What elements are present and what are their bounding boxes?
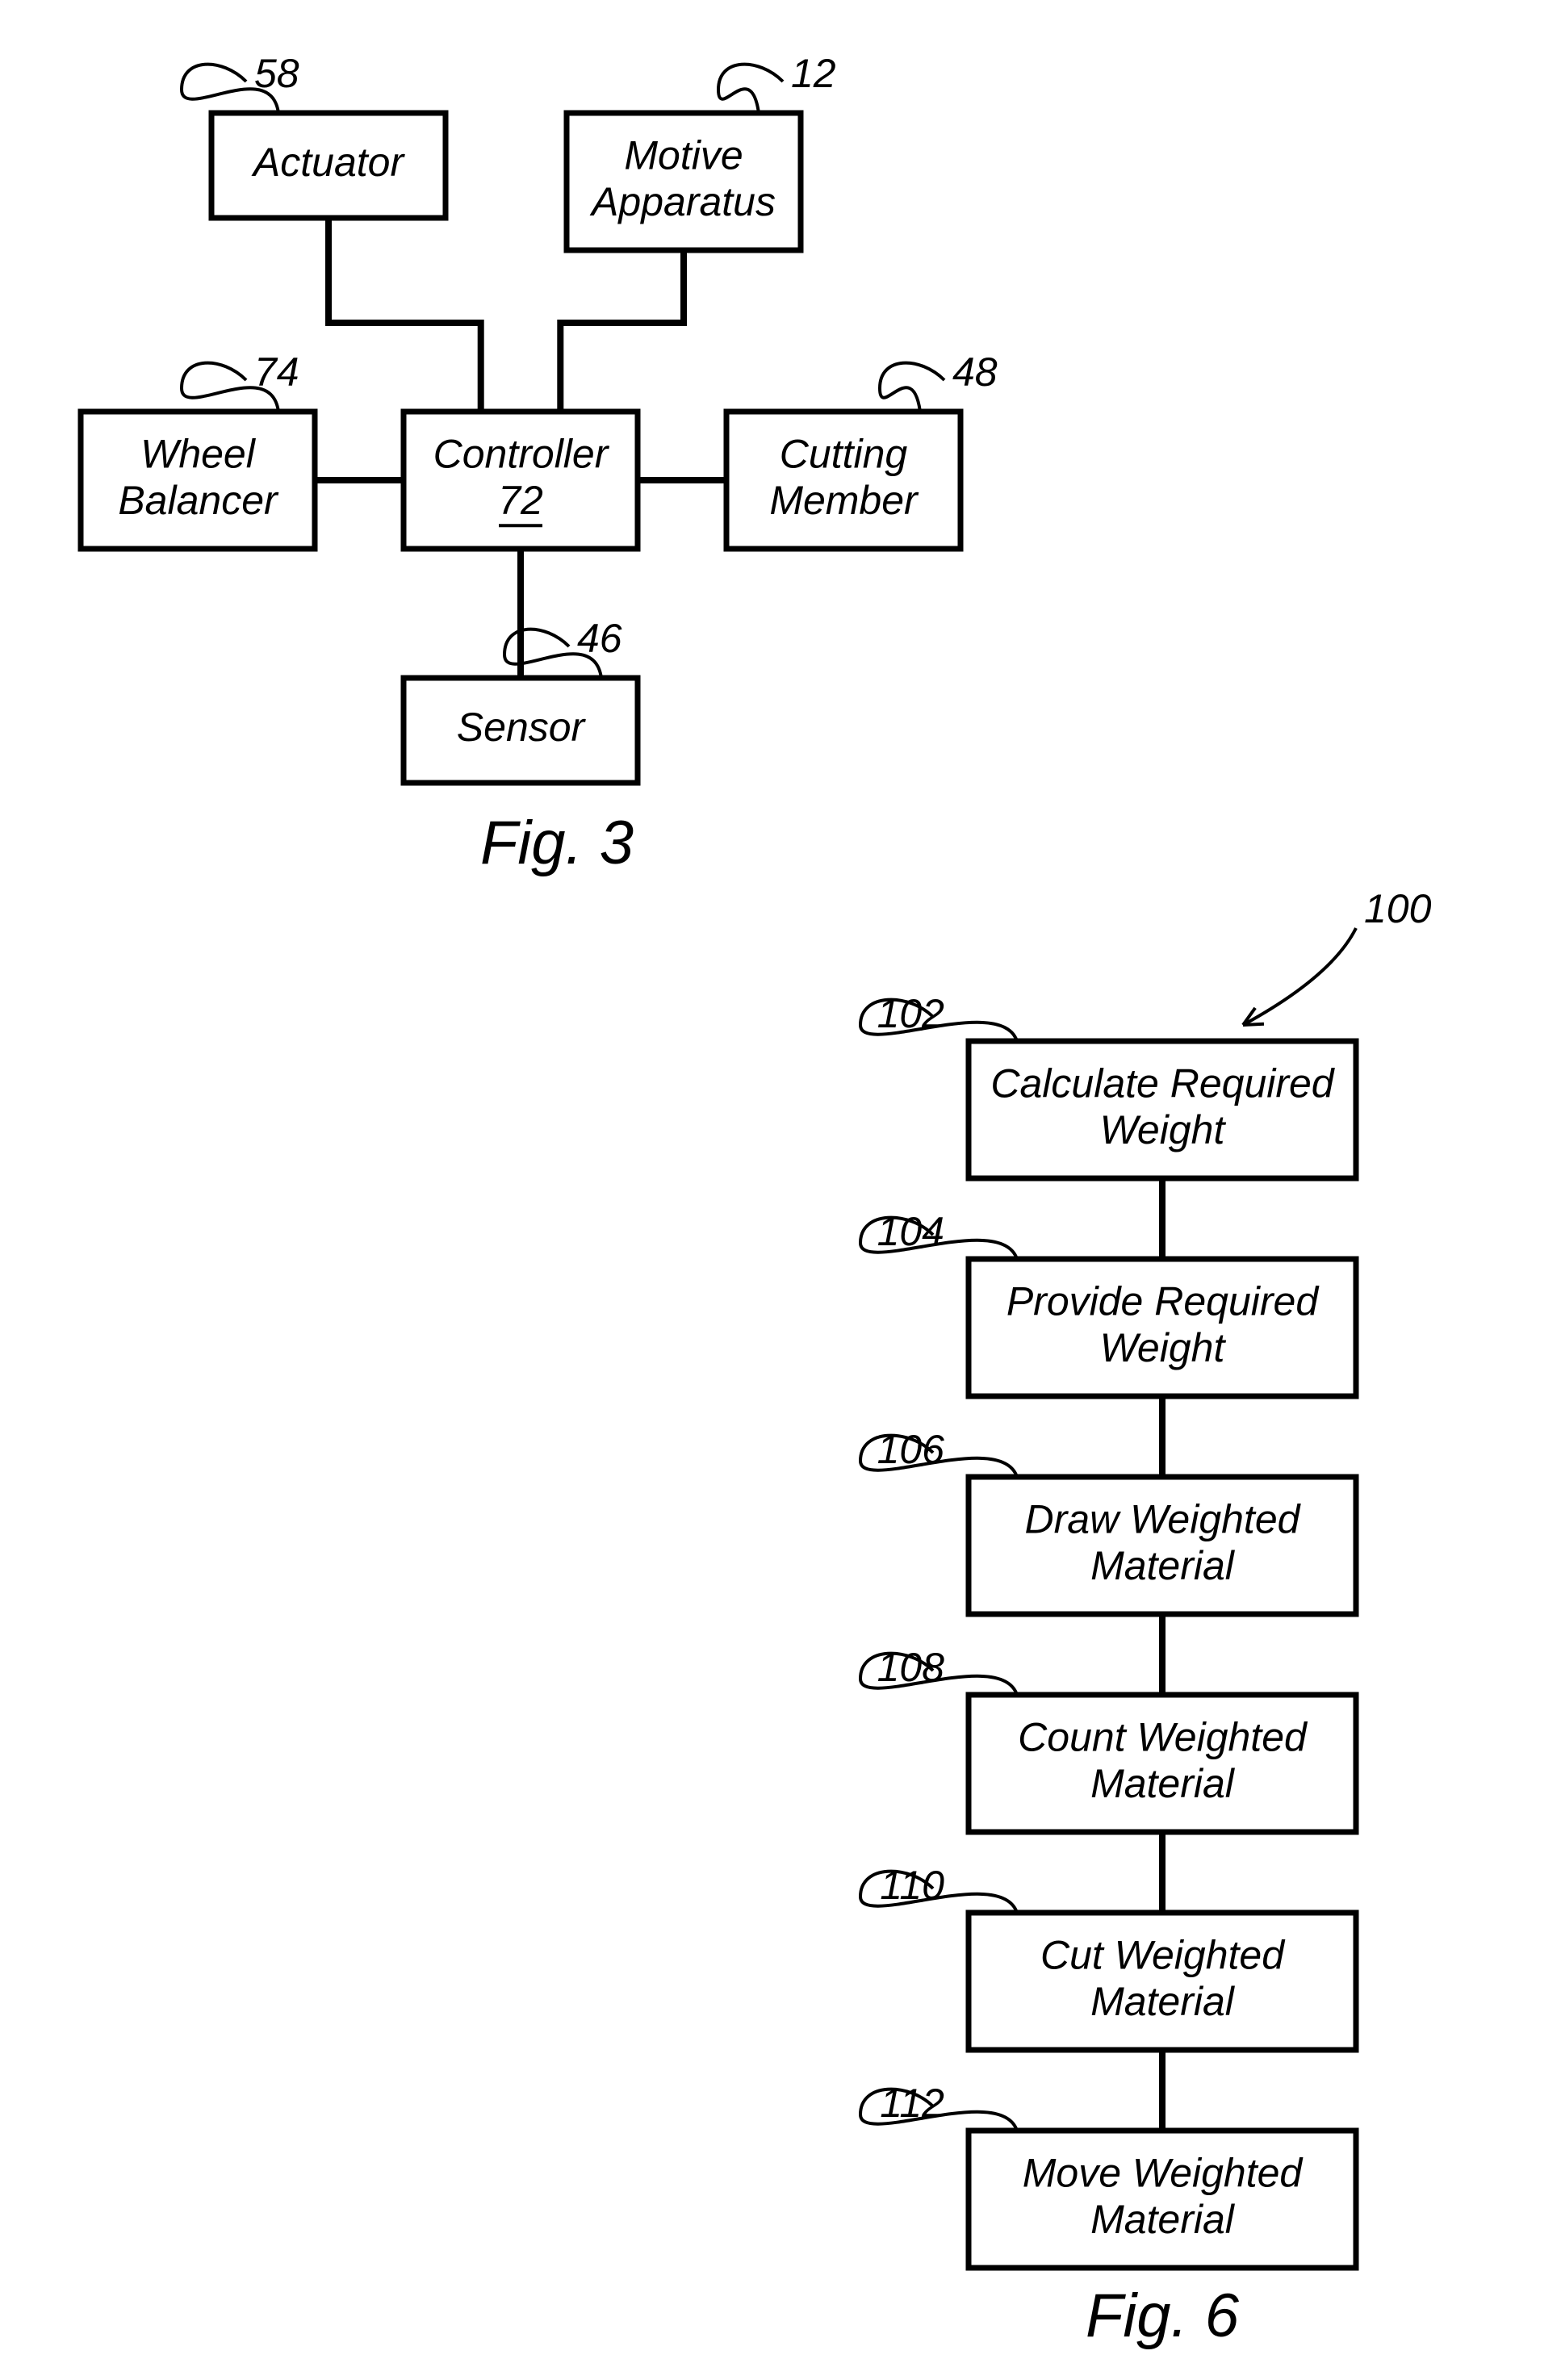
- fig3-balancer-box: WheelBalancer: [81, 412, 315, 549]
- fig3-cutting-label-0: Cutting: [780, 431, 908, 476]
- fig3-motive-box: MotiveApparatus: [567, 113, 801, 250]
- fig3-conn-actuator-controller: [329, 218, 481, 412]
- fig3-motive-label-1: Apparatus: [589, 179, 776, 224]
- fig3-controller-label-0: Controller: [433, 431, 610, 476]
- fig6-step-2-label-0: Draw Weighted: [1025, 1496, 1302, 1541]
- fig3-balancer-label-0: Wheel: [140, 431, 257, 476]
- fig6-step-1-box: Provide RequiredWeight: [969, 1259, 1356, 1396]
- fig6-step-4-label-0: Cut Weighted: [1040, 1932, 1286, 1977]
- fig3-cutting-ref: 48: [952, 349, 998, 395]
- fig6-step-1-label-1: Weight: [1100, 1325, 1227, 1370]
- fig3-motive-label-0: Motive: [624, 132, 743, 178]
- fig6-step-1-label-0: Provide Required: [1006, 1278, 1320, 1324]
- fig6-step-0-label-0: Calculate Required: [990, 1060, 1335, 1106]
- fig3-actuator-box: Actuator: [211, 113, 446, 218]
- fig3-balancer-label-1: Balancer: [118, 478, 279, 523]
- fig3-cutting-lead: [880, 363, 944, 412]
- fig3-motive-ref: 12: [791, 51, 836, 96]
- fig6-step-4-label-1: Material: [1090, 1979, 1236, 2024]
- fig6-step-5-box: Move WeightedMaterial: [969, 2131, 1356, 2268]
- fig3-caption: Fig. 3: [480, 809, 634, 877]
- fig3-sensor-box: Sensor: [404, 678, 638, 783]
- fig6-step-5-label-0: Move Weighted: [1023, 2150, 1304, 2195]
- fig6-ref-100-lead: [1243, 928, 1356, 1025]
- fig6-caption: Fig. 6: [1086, 2282, 1240, 2350]
- fig3-cutting-box: CuttingMember: [726, 412, 960, 549]
- fig6-ref-100: 100: [1364, 886, 1432, 931]
- fig3-sensor-label-0: Sensor: [457, 705, 587, 750]
- fig3-motive-lead: [718, 65, 783, 113]
- fig6-step-3-label-0: Count Weighted: [1018, 1714, 1308, 1759]
- fig6-step-2-box: Draw WeightedMaterial: [969, 1477, 1356, 1614]
- diagram-canvas: Actuator MotiveApparatus WheelBalancer Cont…: [0, 0, 1561, 2380]
- fig3-actuator-label-0: Actuator: [251, 140, 406, 185]
- fig6-step-3-label-1: Material: [1090, 1761, 1236, 1806]
- fig3-controller-box: Controller72: [404, 412, 638, 549]
- fig6-step-0-label-1: Weight: [1100, 1107, 1227, 1152]
- fig6-step-5-label-1: Material: [1090, 2197, 1236, 2242]
- fig3-cutting-label-1: Member: [769, 478, 919, 523]
- fig6-step-0-box: Calculate RequiredWeight: [969, 1041, 1356, 1178]
- fig6-step-2-label-1: Material: [1090, 1543, 1236, 1588]
- fig6-step-4-box: Cut WeightedMaterial: [969, 1913, 1356, 2050]
- fig3-controller-label-1: 72: [498, 478, 543, 523]
- fig3-conn-motive-controller: [560, 250, 684, 412]
- fig6-step-3-box: Count WeightedMaterial: [969, 1695, 1356, 1832]
